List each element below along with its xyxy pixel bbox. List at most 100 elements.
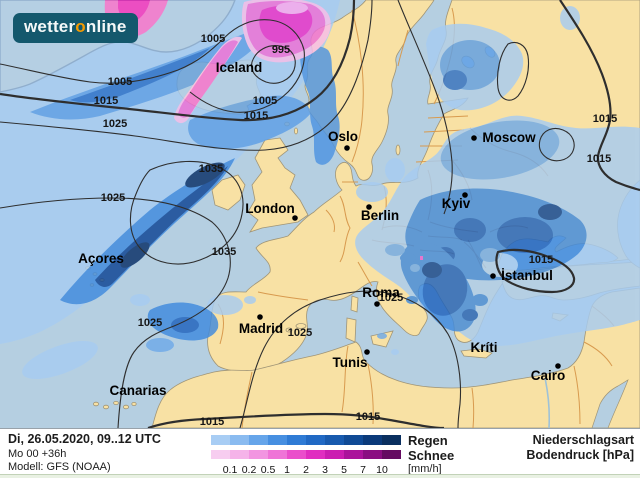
scale-tick: 0.5 (260, 464, 276, 476)
legend-bar: Di, 26.05.2020, 09..12 UTC Mo 00 +36h Mo… (0, 428, 640, 476)
city-dot-tunis (364, 349, 370, 355)
pressure-label-1025: 1025 (101, 192, 125, 204)
pressure-label-1015: 1015 (200, 416, 224, 428)
weather-map-svg: 1005 995 1005 1015 1005 1015 1025 1025 1035 1035 1… (0, 0, 640, 428)
isobar-1015-africa (147, 412, 445, 428)
snow-scale-cell (287, 450, 306, 459)
pressure-label-1005: 1005 (201, 33, 225, 45)
land-sardinia (345, 317, 357, 343)
city-label-canarias: Canarias (109, 383, 166, 398)
snow-label: Schnee (408, 448, 455, 463)
red-sea (591, 379, 629, 428)
logo-part2: nline (85, 17, 127, 36)
city-label-moscow: Moscow (482, 130, 536, 145)
pressure-label-1015: 1015 (356, 411, 380, 423)
city-label-london: London (245, 201, 294, 216)
city-label-tunis: Tunis (333, 355, 368, 370)
isobars (0, 0, 640, 428)
rain-scale-cell (382, 435, 401, 445)
isobar-closed-small-east (538, 127, 575, 162)
rain-scale-cell (306, 435, 325, 445)
snow-scale-cell (344, 450, 363, 459)
logo-accent: o (75, 17, 86, 36)
snow-scale-cell (306, 450, 325, 459)
city-dot-berlin (366, 204, 372, 210)
snow-scale-cell (268, 450, 287, 459)
rain-scale-cell (325, 435, 344, 445)
precipitation-layer (0, 0, 640, 379)
city-dot-roma (374, 301, 380, 307)
isobar-1015-east (559, 0, 640, 192)
snow-scale-cell (382, 450, 401, 459)
isobar-1025-mediterranean (239, 290, 461, 428)
pressure-label-1025: 1025 (379, 292, 403, 304)
pressure-label-1025: 1025 (288, 327, 312, 339)
rain-scale-cell (268, 435, 287, 445)
snow-scale-cell (363, 450, 382, 459)
scale-tick: 3 (322, 464, 328, 476)
land-shetland (293, 127, 298, 135)
land-great-britain (247, 137, 309, 233)
pressure-label-1025: 1025 (138, 317, 162, 329)
city-dot-london (292, 215, 298, 221)
scale-tick: 10 (376, 464, 388, 476)
isobar-1015-atlantic (0, 0, 356, 122)
land-gotland (395, 144, 401, 156)
rain-color-scale (211, 435, 401, 445)
precipitation-scale: 0.1 0.2 0.5 1 2 3 5 7 10 (211, 435, 401, 476)
city-label-oslo: Oslo (328, 129, 358, 144)
wetteronline-logo: wetteronline (13, 13, 138, 43)
isobar-1015-istanbul (495, 248, 576, 294)
pressure-label-1015: 1015 (593, 113, 617, 125)
pressure-label-1035: 1035 (212, 246, 236, 258)
rain-scale-cell (363, 435, 382, 445)
pressure-label-1025: 1025 (103, 118, 127, 130)
city-label-roma: Roma (362, 285, 400, 300)
model-run: Mo 00 +36h (8, 448, 67, 460)
valid-datetime: Di, 26.05.2020, 09..12 UTC (8, 432, 161, 446)
city-dot-i̇stanbul (490, 273, 496, 279)
city-dot-oslo (344, 145, 350, 151)
city-dot-madrid (257, 314, 263, 320)
city-markers: Iceland Oslo Moscow London Berlin Kyiv Açores R… (78, 60, 565, 398)
isobar-1035-high (129, 160, 244, 265)
city-dot-moscow (471, 135, 477, 141)
scale-tick: 0.2 (241, 464, 257, 476)
rain-scale-cell (287, 435, 306, 445)
snow-scale-cell (325, 450, 344, 459)
land-crete (460, 348, 493, 359)
city-label-madrid: Madrid (239, 321, 283, 336)
land-north-africa (151, 287, 640, 428)
scale-tick: 7 (360, 464, 366, 476)
land-ireland (211, 174, 246, 211)
model-name: Modell: GFS (NOAA) (8, 461, 111, 473)
scale-tick: 2 (303, 464, 309, 476)
pressure-label-1015: 1015 (529, 254, 553, 266)
map-type-label: Niederschlagsart (532, 433, 634, 447)
weather-map: 1005 995 1005 1015 1005 1015 1025 1025 1035 1035 1… (0, 0, 640, 428)
rain-scale-cell (249, 435, 268, 445)
pressure-label-1015: 1015 (94, 95, 118, 107)
rain-scale-cell (344, 435, 363, 445)
rain-scale-cell (211, 435, 230, 445)
land-balearic-2 (285, 327, 293, 333)
city-label-kyiv: Kyiv (442, 196, 471, 211)
land-corsica (350, 295, 359, 313)
pressure-labels: 1005 995 1005 1015 1005 1015 1025 1025 1035 1035 1… (94, 33, 617, 428)
city-dot-cairo (555, 363, 561, 369)
logo-part1: wetter (24, 17, 76, 36)
snow-scale-cell (249, 450, 268, 459)
land-canary-islands (93, 400, 137, 410)
city-label-açores: Açores (78, 251, 124, 266)
snow-scale-cell (211, 450, 230, 459)
scale-tick: 5 (341, 464, 347, 476)
isobar-1005-iceland (0, 19, 305, 113)
city-label-kríti: Kríti (471, 340, 498, 355)
unit-label: [mm/h] (408, 463, 442, 475)
footer-strip (0, 474, 640, 478)
rain-scale-cell (230, 435, 249, 445)
city-label-berlin: Berlin (361, 208, 399, 223)
land-balearic-1 (295, 323, 307, 329)
pressure-type-label: Bodendruck [hPa] (526, 448, 634, 462)
scale-tick: 1 (284, 464, 290, 476)
